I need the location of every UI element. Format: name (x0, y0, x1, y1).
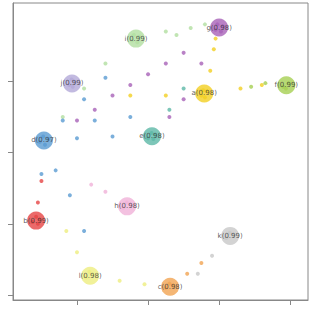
svg-text:c(0.98): c(0.98) (158, 283, 183, 291)
svg-text:j(0.99): j(0.99) (60, 79, 84, 87)
svg-text:f(0.99): f(0.99) (275, 81, 299, 89)
svg-text:d(0.97): d(0.97) (31, 136, 57, 144)
svg-text:i(0.99): i(0.99) (124, 35, 147, 43)
svg-text:k(0.99): k(0.99) (218, 232, 243, 240)
svg-text:h(0.98): h(0.98) (114, 202, 140, 210)
svg-text:b(0.99): b(0.99) (23, 217, 49, 225)
svg-text:l(0.98): l(0.98) (79, 272, 102, 280)
svg-text:g(0.98): g(0.98) (206, 24, 232, 32)
svg-text:e(0.98): e(0.98) (139, 132, 165, 140)
svg-text:a(0.98): a(0.98) (192, 89, 218, 97)
